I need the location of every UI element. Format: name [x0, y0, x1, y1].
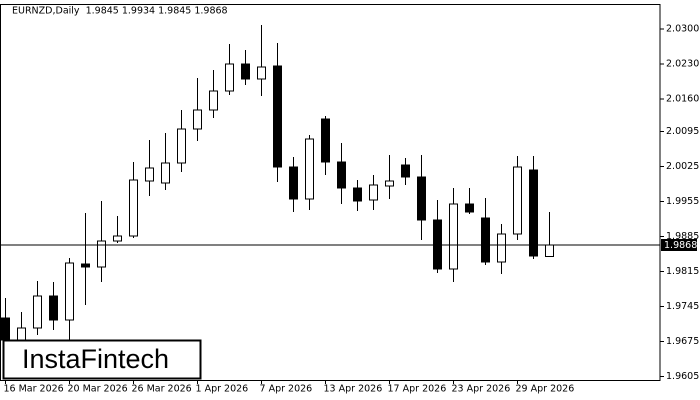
y-tick-label: 1.9605: [666, 371, 699, 382]
candle-body: [257, 66, 266, 80]
candle-body: [33, 295, 42, 329]
x-tick-label: 23 Apr 2026: [452, 384, 511, 395]
y-tick-label: 1.9745: [666, 301, 699, 312]
candle-body: [209, 90, 218, 111]
candle-body: [65, 262, 74, 321]
x-tick-label: 29 Apr 2026: [516, 384, 575, 395]
candle-body: [17, 327, 26, 341]
y-tick-label: 2.0025: [666, 161, 699, 172]
candle-body: [529, 169, 538, 257]
y-tick-label: 2.0230: [666, 59, 699, 70]
y-tick-label: 2.0095: [666, 126, 699, 137]
x-tick-label: 20 Mar 2026: [68, 384, 128, 395]
y-tick-label: 1.9885: [666, 231, 699, 242]
x-tick-label: 26 Mar 2026: [132, 384, 192, 395]
y-tick-label: 2.0300: [666, 24, 699, 35]
candle-body: [513, 166, 522, 235]
candle-body: [145, 167, 154, 182]
candle-body: [449, 203, 458, 270]
candle-body: [385, 180, 394, 187]
candle-body: [49, 295, 58, 321]
candle-body: [481, 217, 490, 263]
candle-body: [369, 184, 378, 201]
candle-body: [321, 118, 330, 163]
candle-body: [161, 162, 170, 184]
candle-body: [241, 63, 250, 80]
y-tick-label: 1.9815: [666, 266, 699, 277]
candle-body: [113, 235, 122, 242]
candle-body: [225, 63, 234, 92]
current-price-label: 1.9868: [664, 240, 697, 251]
candle-body: [401, 164, 410, 178]
candle-body: [129, 179, 138, 237]
x-tick-label: 1 Apr 2026: [196, 384, 249, 395]
candle-body: [97, 240, 106, 268]
candle-body: [305, 138, 314, 200]
candle-body: [417, 176, 426, 221]
x-tick-label: 13 Apr 2026: [324, 384, 383, 395]
candle-body: [353, 187, 362, 202]
candle-body: [465, 203, 474, 213]
candle-body: [337, 161, 346, 189]
x-tick-label: 16 Mar 2026: [4, 384, 64, 395]
current-price-box: [661, 239, 697, 251]
candle-body: [273, 65, 282, 168]
logo: InstaFintech: [22, 344, 169, 374]
plot-frame: [0, 4, 661, 381]
candle-body: [177, 128, 186, 164]
candle-body: [81, 263, 90, 268]
y-tick-label: 1.9955: [666, 196, 699, 207]
candle-body: [545, 244, 554, 257]
candle-body: [193, 109, 202, 130]
candle-body: [497, 233, 506, 263]
chart-title: EURNZD,Daily 1.9845 1.9934 1.9845 1.9868: [12, 6, 228, 17]
y-tick-label: 2.0160: [666, 94, 699, 105]
y-tick-label: 1.9675: [666, 336, 699, 347]
logo-box: [2, 339, 202, 380]
x-tick-label: 7 Apr 2026: [260, 384, 313, 395]
candle-body: [1, 317, 10, 341]
x-tick-label: 17 Apr 2026: [388, 384, 447, 395]
candle-body: [289, 166, 298, 200]
